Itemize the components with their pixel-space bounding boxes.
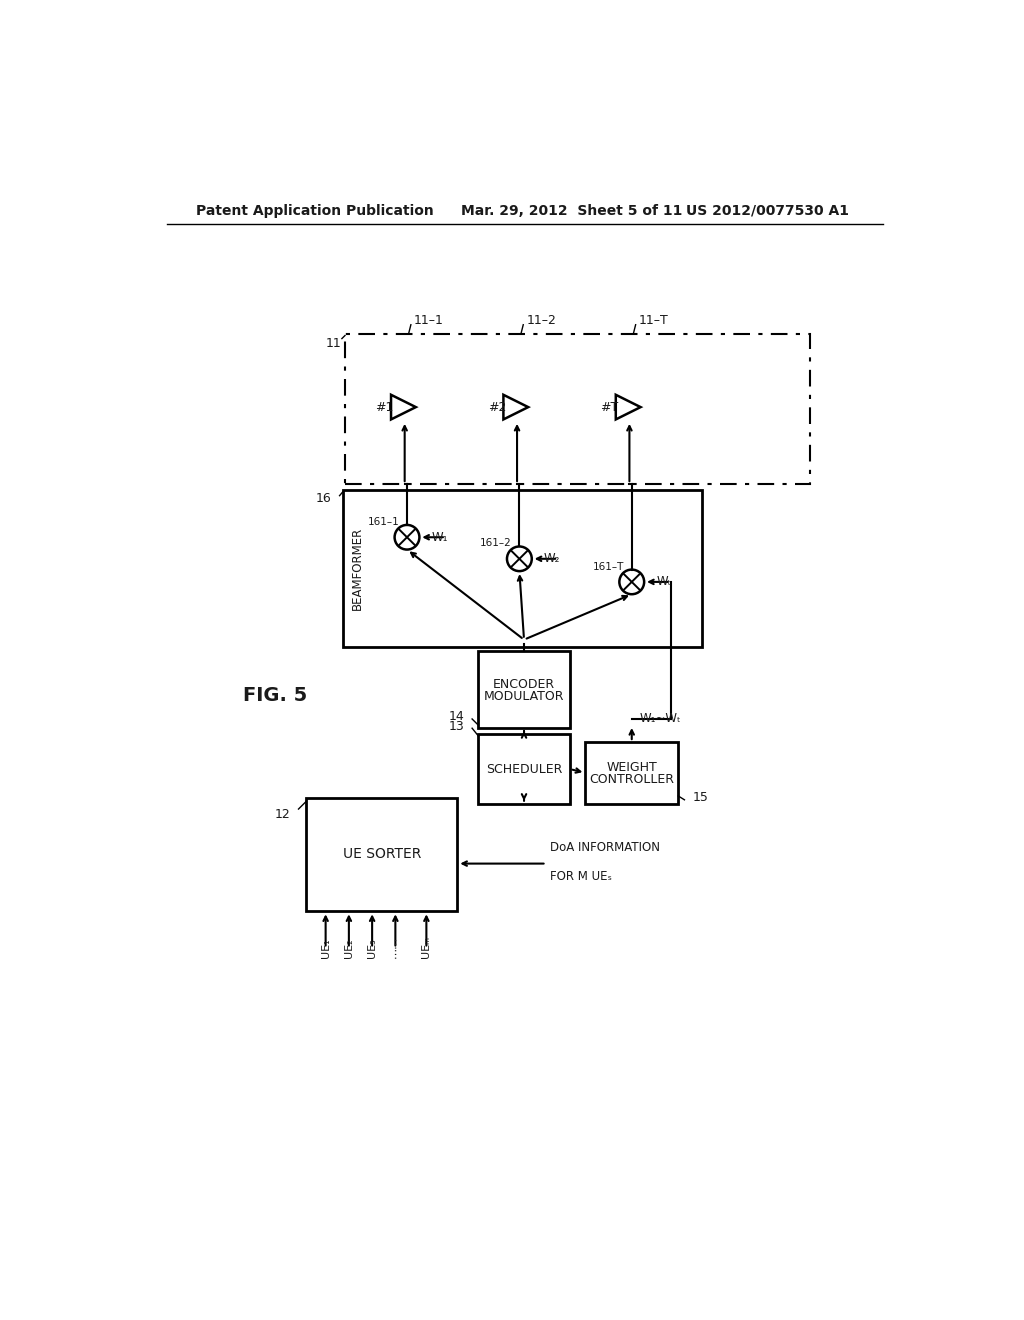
Text: 161–T: 161–T <box>593 561 625 572</box>
Bar <box>306 797 458 911</box>
Bar <box>345 334 810 484</box>
Text: 11–1: 11–1 <box>414 314 443 326</box>
Bar <box>478 734 569 804</box>
Text: Wₜ: Wₜ <box>656 576 672 589</box>
Text: 161–2: 161–2 <box>480 539 512 548</box>
Text: WEIGHT: WEIGHT <box>606 760 657 774</box>
Text: ENCODER: ENCODER <box>493 677 555 690</box>
Text: CONTROLLER: CONTROLLER <box>589 774 674 787</box>
Text: 13: 13 <box>449 721 464 733</box>
Text: Patent Application Publication: Patent Application Publication <box>197 203 434 218</box>
Text: UE SORTER: UE SORTER <box>343 847 421 862</box>
Text: Mar. 29, 2012  Sheet 5 of 11: Mar. 29, 2012 Sheet 5 of 11 <box>461 203 683 218</box>
Text: UE₃: UE₃ <box>368 939 377 958</box>
Text: #T: #T <box>600 400 618 413</box>
Bar <box>343 490 701 647</box>
Text: 14: 14 <box>449 710 464 723</box>
Text: 16: 16 <box>316 492 332 506</box>
Text: 11: 11 <box>326 337 341 350</box>
Text: US 2012/0077530 A1: US 2012/0077530 A1 <box>686 203 849 218</box>
Text: W₁: W₁ <box>431 531 447 544</box>
Text: 11–T: 11–T <box>639 314 669 326</box>
Text: #2: #2 <box>487 400 506 413</box>
Text: 161–1: 161–1 <box>368 517 399 527</box>
Text: SCHEDULER: SCHEDULER <box>485 763 562 776</box>
Text: DoA INFORMATION: DoA INFORMATION <box>550 841 660 854</box>
Text: FIG. 5: FIG. 5 <box>243 686 307 705</box>
Text: UEₘ: UEₘ <box>421 936 431 958</box>
Text: 11–2: 11–2 <box>526 314 556 326</box>
Text: W₂: W₂ <box>544 552 560 565</box>
Text: 15: 15 <box>692 791 708 804</box>
Bar <box>478 651 569 729</box>
Text: MODULATOR: MODULATOR <box>483 690 564 704</box>
Text: UE₂: UE₂ <box>344 939 354 958</box>
Text: 12: 12 <box>275 808 291 821</box>
Bar <box>586 742 678 804</box>
Text: UE₁: UE₁ <box>321 939 331 958</box>
Text: W₁~Wₜ: W₁~Wₜ <box>640 713 681 726</box>
Text: ⋯⋯: ⋯⋯ <box>390 936 400 958</box>
Text: #1: #1 <box>375 400 393 413</box>
Text: BEAMFORMER: BEAMFORMER <box>351 527 364 610</box>
Text: FOR M UEₛ: FOR M UEₛ <box>550 870 612 883</box>
